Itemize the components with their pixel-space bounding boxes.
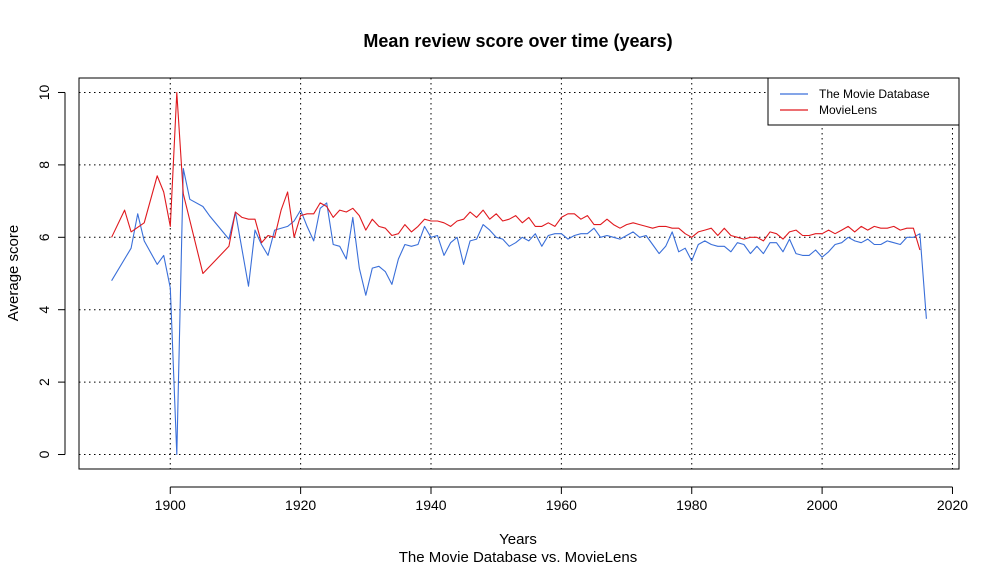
axes: 1900 1920 1940 1960 1980 2000 2020 0 2 4 6 8 10 [36, 84, 968, 513]
x-tick-label: 2000 [807, 497, 838, 513]
chart-title: Mean review score over time (years) [363, 31, 672, 51]
x-tick-label: 1920 [285, 497, 316, 513]
x-tick-label: 1980 [676, 497, 707, 513]
y-tick-label: 4 [36, 306, 52, 314]
series-line-tmdb [111, 167, 927, 456]
legend-label-tmdb: The Movie Database [819, 87, 930, 101]
chart-subtitle: The Movie Database vs. MovieLens [399, 549, 637, 566]
series-lines [111, 91, 927, 456]
x-tick-label: 1960 [546, 497, 577, 513]
x-axis-label: Years [499, 531, 537, 548]
y-tick-label: 8 [36, 161, 52, 169]
x-tick-label: 1900 [155, 497, 186, 513]
x-tick-label: 2020 [937, 497, 968, 513]
y-tick-label: 0 [36, 450, 52, 458]
legend: The Movie Database MovieLens [767, 77, 960, 126]
y-tick-label: 2 [36, 378, 52, 386]
y-axis-label: Average score [5, 225, 22, 321]
plot-frame [78, 77, 960, 470]
legend-label-movielens: MovieLens [819, 103, 877, 117]
y-tick-label: 6 [36, 233, 52, 241]
x-tick-label: 1940 [415, 497, 446, 513]
legend-box [767, 77, 960, 126]
series-line-movielens [111, 91, 921, 275]
grid [79, 78, 959, 469]
y-tick-label: 10 [36, 84, 52, 100]
